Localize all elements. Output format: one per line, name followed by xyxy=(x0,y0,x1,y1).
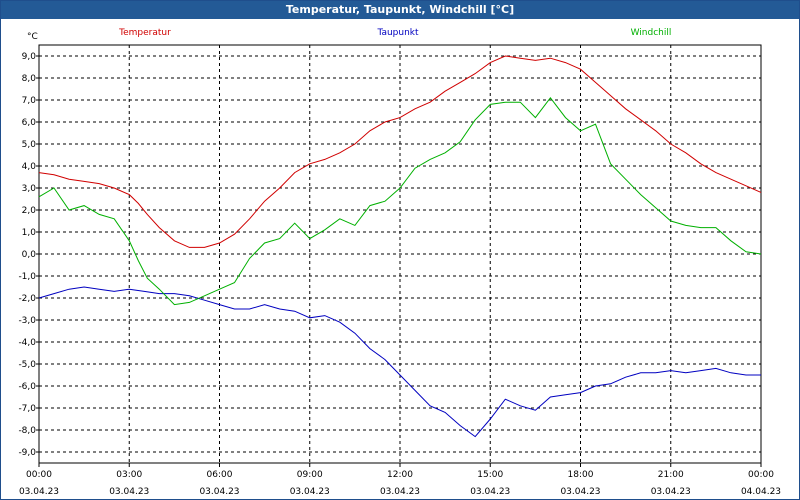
x-tick-date: 03.04.23 xyxy=(470,487,510,497)
y-tick-label: -3,0 xyxy=(18,316,36,326)
x-tick-date: 04.04.23 xyxy=(741,487,781,497)
x-tick-time: 21:00 xyxy=(658,470,684,480)
x-tick-time: 15:00 xyxy=(477,470,503,480)
x-tick-time: 06:00 xyxy=(207,470,233,480)
y-tick-label: 0,0 xyxy=(22,250,37,260)
y-tick-label: 3,0 xyxy=(22,184,37,194)
y-tick-label: -8,0 xyxy=(18,426,36,436)
x-tick-time: 00:00 xyxy=(26,470,52,480)
y-tick-label: -2,0 xyxy=(18,294,36,304)
y-tick-label: 9,0 xyxy=(22,52,37,62)
legend-entry-windchill: Windchill xyxy=(631,28,672,38)
series-line-temperatur xyxy=(38,55,762,248)
y-tick-label: -4,0 xyxy=(18,338,36,348)
y-tick-label: 2,0 xyxy=(22,206,37,216)
series-lines xyxy=(38,55,762,438)
x-tick-time: 12:00 xyxy=(387,470,413,480)
y-tick-label: 5,0 xyxy=(22,140,37,150)
y-axis-ticks: 9,0 8,0 7,0 6,0 5,0 4,0 3,0 2,0 1,0 0,0 -1,0 -2,0 -3… xyxy=(18,52,39,458)
chart-title: Temperatur, Taupunkt, Windchill [°C] xyxy=(1,1,799,19)
series-line-taupunkt xyxy=(38,286,761,438)
x-tick-time: 00:00 xyxy=(748,470,774,480)
y-tick-label: -9,0 xyxy=(18,448,36,458)
x-axis-ticks: 00:00 03.04.23 03:00 03.04.23 06:00 03.04.23 0… xyxy=(19,463,781,497)
x-tick-date: 03.04.23 xyxy=(380,487,420,497)
y-tick-label: -1,0 xyxy=(18,272,36,282)
y-tick-label: -7,0 xyxy=(18,404,36,414)
y-tick-label: 4,0 xyxy=(22,162,37,172)
y-tick-label: -6,0 xyxy=(18,382,36,392)
x-tick-time: 03:00 xyxy=(116,470,142,480)
x-tick-date: 03.04.23 xyxy=(109,487,149,497)
series-line-windchill xyxy=(38,96,762,306)
y-tick-label: 7,0 xyxy=(22,96,37,106)
x-tick-date: 03.04.23 xyxy=(560,487,600,497)
x-tick-time: 09:00 xyxy=(297,470,323,480)
x-tick-date: 03.04.23 xyxy=(19,487,59,497)
y-tick-label: 1,0 xyxy=(22,228,37,238)
y-axis-label: °C xyxy=(27,32,38,42)
legend-entry-taupunkt: Taupunkt xyxy=(376,28,419,38)
y-tick-label: -5,0 xyxy=(18,360,36,370)
line-chart: 9,0 8,0 7,0 6,0 5,0 4,0 3,0 2,0 1,0 0,0 -1,0 -2,0 -3… xyxy=(18,28,781,497)
x-tick-date: 03.04.23 xyxy=(199,487,239,497)
x-tick-date: 03.04.23 xyxy=(651,487,691,497)
x-tick-time: 18:00 xyxy=(568,470,594,480)
y-tick-label: 8,0 xyxy=(22,74,37,84)
y-tick-label: 6,0 xyxy=(22,118,37,128)
legend: Temperatur Taupunkt Windchill xyxy=(118,28,671,38)
x-tick-date: 03.04.23 xyxy=(290,487,330,497)
grid-lines xyxy=(39,45,761,463)
legend-entry-temperatur: Temperatur xyxy=(118,28,171,38)
